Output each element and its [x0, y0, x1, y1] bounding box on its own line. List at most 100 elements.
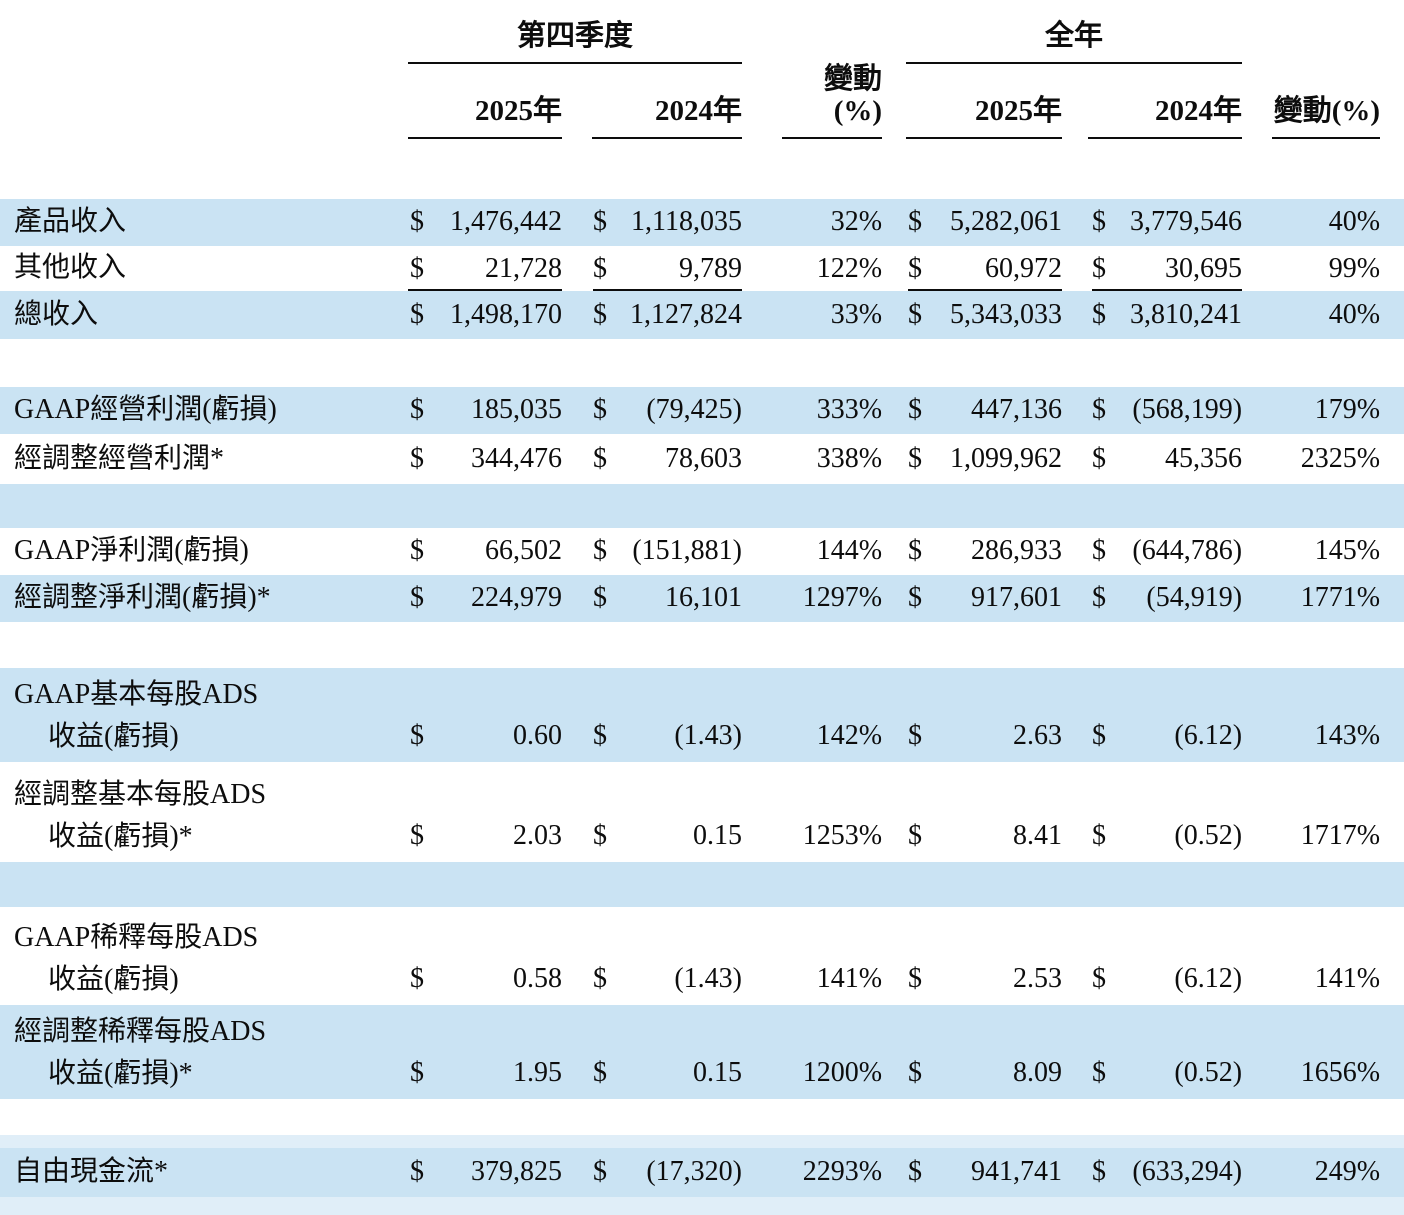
table-row-other-revenue: 其他收入 $21,728 $9,789 122% $60,972 $30,695… — [0, 246, 1404, 291]
row-label: GAAP淨利潤(虧損) — [14, 535, 249, 567]
fy-2024-value: 3,779,546 — [1130, 206, 1243, 238]
fy-2024-value: (6.12) — [1174, 719, 1243, 751]
dollar-sign: $ — [410, 394, 424, 426]
row-label: 產品收入 — [14, 206, 127, 238]
row-label-line2: 收益(虧損)* — [48, 1058, 193, 1090]
fy-2024-value: (6.12) — [1174, 962, 1243, 994]
fy-change-value: 141% — [1314, 962, 1381, 994]
dollar-sign: $ — [593, 298, 607, 330]
fy-change-value: 179% — [1314, 394, 1381, 426]
fy-2024-value: (54,919) — [1146, 582, 1243, 614]
table-row-total-revenue: 總收入 $1,498,170 $1,127,824 33% $5,343,033… — [0, 290, 1404, 339]
q4-2024-value: 9,789 — [679, 252, 743, 284]
table-row-adjusted-net-income: 經調整淨利潤(虧損)* $224,979 $16,101 1297% $917,… — [0, 574, 1404, 622]
q4-2024-value: 0.15 — [693, 1056, 743, 1088]
fy-2025-value: 2.63 — [1013, 719, 1063, 751]
fy-2025-value: 2.53 — [1013, 962, 1063, 994]
q4-change-value: 33% — [830, 298, 883, 330]
row-label: GAAP稀釋每股ADS 收益(虧損) — [0, 907, 408, 1005]
q4-2024-value: (1.43) — [674, 719, 743, 751]
col-header-q4-2024: 2024年 — [592, 95, 743, 139]
q4-change-value: 32% — [830, 206, 883, 238]
fy-2025-value: 5,282,061 — [950, 206, 1063, 238]
spacer-row-highlight-light — [0, 1196, 1404, 1215]
row-label-line1: GAAP基本每股ADS — [14, 678, 259, 710]
group-header-fy-cell: 全年 — [882, 0, 1243, 64]
fy-2025-value: 286,933 — [971, 535, 1063, 567]
fy-2024-value: (633,294) — [1132, 1156, 1243, 1188]
q4-2025-value: 344,476 — [471, 442, 562, 474]
dollar-sign: $ — [908, 442, 923, 474]
fy-2025-value: 917,601 — [971, 582, 1063, 614]
table-row-adjusted-operating-income: 經調整經營利潤* $344,476 $78,603 338% $1,099,96… — [0, 434, 1404, 484]
row-label-line2: 收益(虧損)* — [48, 821, 193, 853]
dollar-sign: $ — [1092, 962, 1107, 994]
fy-2025-value: 60,972 — [985, 252, 1063, 284]
fy-2025-value: 8.41 — [1013, 819, 1063, 851]
dollar-sign: $ — [410, 252, 424, 284]
spacer-row-highlight-light — [0, 1134, 1404, 1148]
dollar-sign: $ — [410, 442, 424, 474]
col-header-fy-2024: 2024年 — [1088, 95, 1243, 139]
fy-2025-value: 1,099,962 — [950, 442, 1063, 474]
row-label-line1: 經調整基本每股ADS — [14, 778, 267, 810]
q4-change-value: 1253% — [802, 819, 883, 851]
fy-2024-value: 45,356 — [1165, 442, 1243, 474]
spacer-row — [0, 622, 1404, 668]
row-label: 經調整稀釋每股ADS 收益(虧損)* — [0, 1005, 408, 1099]
q4-2024-value: 0.15 — [693, 819, 743, 851]
fy-2024-value: (644,786) — [1132, 535, 1243, 567]
header-group-row: 第四季度 全年 — [0, 0, 1404, 64]
dollar-sign: $ — [1092, 819, 1107, 851]
fy-change-value: 145% — [1314, 535, 1381, 567]
fy-change-value: 40% — [1328, 298, 1381, 330]
header-empty-cell — [742, 0, 882, 64]
table-row-adjusted-diluted-eps: 經調整稀釋每股ADS 收益(虧損)* $1.95 $0.15 1200% $8.… — [0, 1004, 1404, 1099]
fy-2024-value: 3,810,241 — [1130, 298, 1243, 330]
dollar-sign: $ — [908, 1156, 923, 1188]
q4-change-value: 338% — [816, 442, 883, 474]
dollar-sign: $ — [593, 719, 607, 751]
col-header-fy-change: 變動(%) — [1272, 95, 1381, 139]
q4-change-value: 2293% — [802, 1156, 883, 1188]
dollar-sign: $ — [1092, 394, 1107, 426]
fy-2024-value: 30,695 — [1165, 252, 1243, 284]
dollar-sign: $ — [410, 1156, 424, 1188]
dollar-sign: $ — [1092, 719, 1107, 751]
q4-2024-value: 78,603 — [665, 442, 743, 474]
fy-2024-value: (568,199) — [1132, 394, 1243, 426]
header-empty-cell — [0, 64, 408, 139]
dollar-sign: $ — [1092, 582, 1107, 614]
dollar-sign: $ — [410, 298, 424, 330]
header-empty-cell — [1242, 0, 1404, 64]
row-label: GAAP經營利潤(虧損) — [14, 394, 277, 426]
q4-2025-value: 66,502 — [485, 535, 562, 567]
dollar-sign: $ — [410, 1056, 424, 1088]
dollar-sign: $ — [1092, 1056, 1107, 1088]
q4-2024-value: 1,127,824 — [630, 298, 743, 330]
dollar-sign: $ — [908, 1056, 923, 1088]
col-header-fy-2024-cell: 2024年 — [1062, 64, 1243, 139]
dollar-sign: $ — [410, 962, 424, 994]
q4-2025-value: 379,825 — [471, 1156, 562, 1188]
q4-change-value: 1297% — [802, 582, 883, 614]
row-label-line2: 收益(虧損) — [48, 964, 179, 996]
row-label-line1: GAAP稀釋每股ADS — [14, 921, 259, 953]
fy-2025-value: 941,741 — [971, 1156, 1063, 1188]
fy-change-value: 249% — [1314, 1156, 1381, 1188]
col-header-fy-2025-cell: 2025年 — [882, 64, 1063, 139]
q4-2025-value: 1.95 — [513, 1056, 562, 1088]
fy-change-value: 40% — [1328, 206, 1381, 238]
group-header-q4: 第四季度 — [408, 20, 743, 64]
table-row-free-cash-flow: 自由現金流* $379,825 $ (17,320) 2293% $941,741… — [0, 1147, 1404, 1197]
dollar-sign: $ — [1092, 442, 1107, 474]
q4-2025-value: 21,728 — [485, 252, 562, 284]
q4-change-value: 141% — [816, 962, 883, 994]
col-header-q4-2024-cell: 2024年 — [562, 64, 743, 139]
fy-2025-value: 5,343,033 — [950, 298, 1063, 330]
q4-change-value: 144% — [816, 535, 883, 567]
table-row-gaap-net-income: GAAP淨利潤(虧損) $66,502 $ (151,881) 144% $286… — [0, 528, 1404, 575]
spacer-row — [0, 139, 1404, 199]
dollar-sign: $ — [908, 252, 923, 284]
row-label: 自由現金流* — [14, 1156, 169, 1188]
